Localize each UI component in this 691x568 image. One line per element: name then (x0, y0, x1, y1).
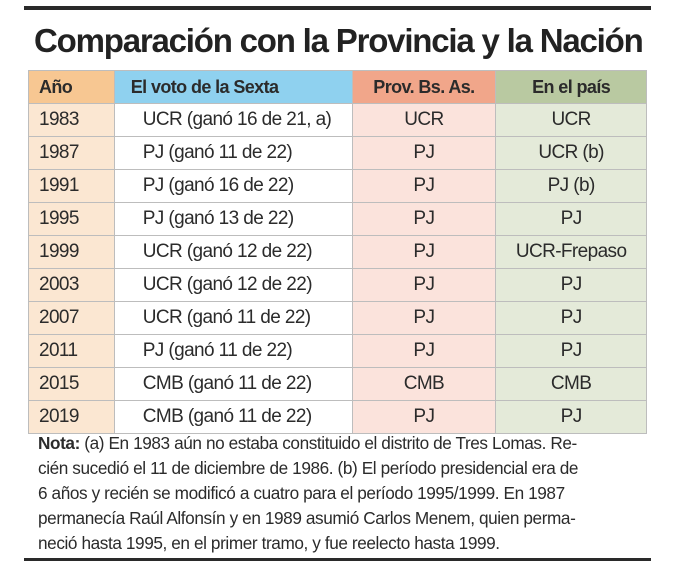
cell-year: 1999 (28, 235, 115, 269)
cell-year: 1987 (28, 136, 115, 170)
cell-year: 2019 (28, 400, 115, 434)
cell-year: 2011 (28, 334, 115, 368)
comparison-table: Año El voto de la Sexta Prov. Bs. As. En… (28, 70, 647, 434)
cell-sexta-vote: UCR (ganó 12 de 22) (113, 268, 353, 302)
cell-country: PJ (495, 268, 647, 302)
note-label: Nota: (38, 433, 80, 453)
header-province: Prov. Bs. As. (351, 70, 497, 104)
cell-country: PJ (495, 202, 647, 236)
top-rule (24, 6, 651, 10)
cell-country: CMB (495, 367, 647, 401)
cell-province: CMB (351, 367, 497, 401)
cell-sexta-vote: CMB (ganó 11 de 22) (113, 400, 353, 434)
cell-province: PJ (351, 268, 497, 302)
table-row: 2003 UCR (ganó 12 de 22) PJ PJ (28, 268, 647, 302)
cell-sexta-vote: PJ (ganó 16 de 22) (113, 169, 353, 203)
note-line: permanecía Raúl Alfonsín y en 1989 asumi… (38, 508, 576, 528)
cell-province: PJ (351, 334, 497, 368)
cell-country: PJ (b) (495, 169, 647, 203)
cell-sexta-vote: PJ (ganó 13 de 22) (113, 202, 353, 236)
cell-sexta-vote: CMB (ganó 11 de 22) (113, 367, 353, 401)
cell-country: UCR (b) (495, 136, 647, 170)
cell-country: UCR-Frepaso (495, 235, 647, 269)
footnote: Nota: (a) En 1983 aún no estaba constitu… (38, 431, 653, 556)
cell-sexta-vote: PJ (ganó 11 de 22) (113, 334, 353, 368)
cell-sexta-vote: UCR (ganó 12 de 22) (113, 235, 353, 269)
header-sexta-vote: El voto de la Sexta (113, 70, 353, 104)
cell-province: PJ (351, 400, 497, 434)
table-row: 1991 PJ (ganó 16 de 22) PJ PJ (b) (28, 169, 647, 203)
table-row: 2011 PJ (ganó 11 de 22) PJ PJ (28, 334, 647, 368)
cell-year: 2015 (28, 367, 115, 401)
page-title: Comparación con la Provincia y la Nación (34, 22, 644, 59)
cell-country: PJ (495, 334, 647, 368)
cell-country: UCR (495, 103, 647, 137)
table-row: 1987 PJ (ganó 11 de 22) PJ UCR (b) (28, 136, 647, 170)
cell-province: PJ (351, 169, 497, 203)
cell-province: UCR (351, 103, 497, 137)
table-body: 1983 UCR (ganó 16 de 21, a) UCR UCR 1987 PJ (… (28, 103, 647, 434)
table-header-row: Año El voto de la Sexta Prov. Bs. As. En… (28, 70, 647, 104)
table-row: 2019 CMB (ganó 11 de 22) PJ PJ (28, 400, 647, 434)
cell-province: PJ (351, 136, 497, 170)
cell-province: PJ (351, 235, 497, 269)
table-row: 2015 CMB (ganó 11 de 22) CMB CMB (28, 367, 647, 401)
cell-sexta-vote: PJ (ganó 11 de 22) (113, 136, 353, 170)
cell-province: PJ (351, 301, 497, 335)
note-line: Nota: (a) En 1983 aún no estaba constitu… (38, 431, 653, 456)
cell-country: PJ (495, 400, 647, 434)
note-line: 6 años y recién se modificó a cuatro par… (38, 483, 565, 503)
table-row: 2007 UCR (ganó 11 de 22) PJ PJ (28, 301, 647, 335)
bottom-rule (24, 558, 651, 561)
table-row: 1995 PJ (ganó 13 de 22) PJ PJ (28, 202, 647, 236)
cell-year: 2003 (28, 268, 115, 302)
note-line: cién sucedió el 11 de diciembre de 1986.… (38, 458, 579, 478)
note-line: neció hasta 1995, en el primer tramo, y … (38, 533, 500, 553)
cell-year: 1991 (28, 169, 115, 203)
header-country: En el país (495, 70, 647, 104)
cell-year: 2007 (28, 301, 115, 335)
note-text: (a) En 1983 aún no estaba constituido el… (79, 433, 577, 453)
header-year: Año (28, 70, 115, 104)
cell-year: 1983 (28, 103, 115, 137)
cell-province: PJ (351, 202, 497, 236)
cell-sexta-vote: UCR (ganó 16 de 21, a) (113, 103, 353, 137)
table-row: 1983 UCR (ganó 16 de 21, a) UCR UCR (28, 103, 647, 137)
cell-year: 1995 (28, 202, 115, 236)
table-row: 1999 UCR (ganó 12 de 22) PJ UCR-Frepaso (28, 235, 647, 269)
cell-country: PJ (495, 301, 647, 335)
cell-sexta-vote: UCR (ganó 11 de 22) (113, 301, 353, 335)
